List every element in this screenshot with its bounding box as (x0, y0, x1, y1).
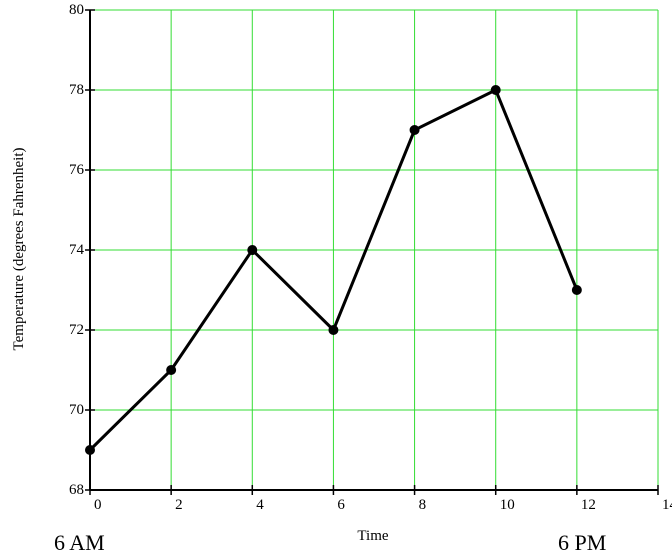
data-point (490, 85, 501, 95)
x-tick-label: 4 (256, 497, 264, 513)
data-point (166, 365, 177, 375)
data-point (409, 125, 420, 135)
x-tick-label: 0 (94, 497, 102, 513)
y-tick-label: 80 (69, 2, 84, 18)
data-point (328, 325, 339, 335)
x-axis-title: Time (357, 528, 388, 544)
data-point (247, 245, 258, 255)
data-point (571, 285, 582, 295)
tick-labels: 0246810121468707274767880 (69, 2, 672, 513)
y-tick-label: 74 (69, 242, 85, 258)
x-tick-label: 2 (175, 497, 183, 513)
axes (85, 9, 659, 495)
y-axis-title: Temperature (degrees Fahrenheit) (11, 147, 27, 350)
y-tick-label: 72 (69, 322, 84, 338)
x-tick-label: 10 (500, 497, 515, 513)
y-tick-label: 76 (69, 162, 85, 178)
start-time-annotation: 6 AM (54, 530, 105, 555)
end-time-annotation: 6 PM (558, 530, 606, 555)
y-tick-label: 70 (69, 402, 84, 418)
series (85, 85, 582, 455)
x-tick-label: 8 (419, 497, 427, 513)
grid (90, 9, 659, 490)
y-tick-label: 68 (69, 482, 84, 498)
x-tick-label: 12 (581, 497, 596, 513)
data-point (85, 445, 95, 455)
x-tick-label: 6 (337, 497, 345, 513)
y-tick-label: 78 (69, 82, 84, 98)
x-tick-label: 14 (662, 497, 672, 513)
